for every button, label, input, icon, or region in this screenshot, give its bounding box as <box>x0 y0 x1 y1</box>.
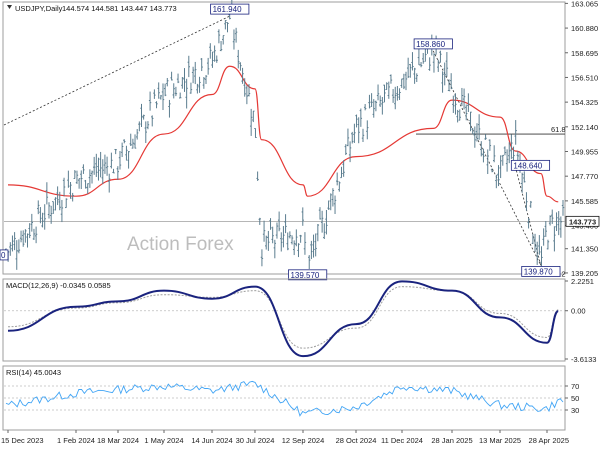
x-axis: 15 Dec 2023 1 Feb 2024 18 Mar 2024 1 May 20… <box>1 430 569 445</box>
macd-panel-frame <box>2 278 566 362</box>
price-y-tick-label: 139.205 <box>571 269 598 278</box>
annotation-label: 139.570 <box>290 271 319 280</box>
price-panel-frame <box>2 1 566 275</box>
x-tick-label: 1 May 2024 <box>144 436 183 445</box>
x-tick-label: 11 Dec 2024 <box>381 436 423 445</box>
macd-y-tick-label: 2.2251 <box>571 277 594 286</box>
left-marker-label: 0 <box>1 251 6 260</box>
annotation-box <box>510 159 551 171</box>
rsi-y-tick-label: 50 <box>571 394 579 403</box>
macd-y-axis: 2.2251 0.00 -3.6133 <box>4 277 596 364</box>
x-tick-label: 13 Mar 2025 <box>479 436 521 445</box>
annotation-box <box>413 38 453 50</box>
rsi-y-tick-label: 30 <box>571 406 579 415</box>
macd-panel: 2.2251 0.00 -3.6133 MACD(12,26,9) -0.0345 … <box>2 277 596 364</box>
x-tick-label: 1 Feb 2024 <box>57 436 95 445</box>
macd-title: MACD(12,26,9) -0.0345 0.0585 <box>6 281 111 290</box>
price-y-tick-label: 160.880 <box>571 24 598 33</box>
price-annotations: 161.940 158.860 139.570 139.870 148.640 0 <box>0 3 561 281</box>
rsi-title: RSI(14) 45.0043 <box>6 368 61 377</box>
x-tick-label: 14 Jun 2024 <box>191 436 232 445</box>
macd-y-tick-label: -3.6133 <box>571 355 596 364</box>
annotation-label: 148.640 <box>513 161 542 170</box>
collapse-triangle-icon[interactable] <box>7 5 12 9</box>
rsi-line <box>5 380 564 417</box>
annotation-box <box>210 3 250 15</box>
rsi-y-tick-label: 70 <box>571 382 579 391</box>
macd-line <box>7 280 559 358</box>
trendline-dashed-up <box>3 15 230 126</box>
annotation-label: 158.860 <box>416 40 445 49</box>
annotation-label: 161.940 <box>213 5 242 14</box>
rsi-panel: 70 50 30 RSI(14) 45.0043 <box>2 365 579 431</box>
x-tick-label: 15 Dec 2023 <box>1 436 44 445</box>
price-y-tick-label: 147.770 <box>571 172 598 181</box>
price-y-tick-label: 152.140 <box>571 123 598 132</box>
price-title-text: USDJPY,Daily <box>15 4 63 13</box>
price-bars <box>4 0 565 274</box>
price-y-tick-label: 158.695 <box>571 49 598 58</box>
price-panel: Action Forex 163.065 160.880 158.695 156.51… <box>0 0 600 281</box>
price-y-tick-label: 163.065 <box>571 0 598 8</box>
annotation-box <box>521 266 561 277</box>
price-y-tick-label: 156.510 <box>571 73 598 82</box>
price-y-tick-label: 154.325 <box>571 98 598 107</box>
annotation-label: 139.870 <box>524 267 553 276</box>
price-ohlc-text: 144.574 144.581 143.447 143.773 <box>62 4 177 13</box>
rsi-y-axis: 70 50 30 <box>4 382 579 415</box>
rsi-lines <box>5 380 564 417</box>
fib-61-8-label: 61.8 <box>551 125 566 134</box>
price-title: USDJPY,Daily 144.574 144.581 143.447 143… <box>7 4 177 13</box>
watermark: Action Forex <box>127 234 234 255</box>
x-tick-label: 30 Jul 2024 <box>236 436 275 445</box>
last-price-label: 143.773 <box>569 217 596 226</box>
x-tick-label: 28 Apr 2025 <box>529 436 569 445</box>
x-tick-label: 18 Mar 2024 <box>97 436 139 445</box>
macd-lines <box>7 280 559 358</box>
price-y-tick-label: 145.585 <box>571 197 598 206</box>
price-y-tick-label: 141.350 <box>571 245 598 254</box>
macd-signal-line <box>7 286 559 349</box>
price-y-axis: 163.065 160.880 158.695 156.510 154.325 152.1… <box>565 0 600 278</box>
last-price-box <box>565 215 600 227</box>
price-y-tick-label: 149.955 <box>571 148 598 157</box>
macd-y-tick-label: 0.00 <box>571 307 586 316</box>
moving-average <box>7 65 559 203</box>
trendline-dashed-retrace <box>514 166 542 266</box>
x-tick-label: 12 Sep 2024 <box>282 436 325 445</box>
x-tick-label: 28 Oct 2024 <box>336 436 377 445</box>
x-tick-label: 28 Jan 2025 <box>431 436 472 445</box>
annotation-box <box>288 269 328 281</box>
left-marker-box <box>0 249 9 261</box>
moving-average-line <box>7 65 559 203</box>
